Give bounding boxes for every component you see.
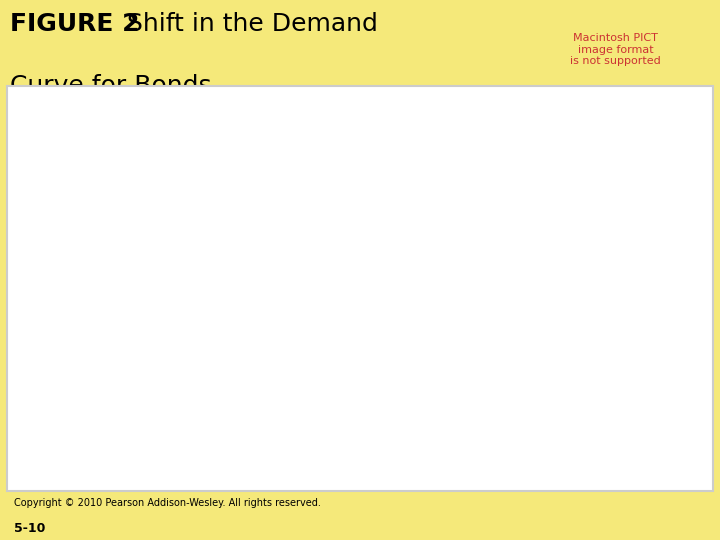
Text: B: B — [208, 263, 217, 277]
Text: Curve for Bonds: Curve for Bonds — [10, 73, 212, 98]
Text: D: D — [341, 371, 352, 385]
Text: B’: B’ — [379, 258, 393, 272]
Text: Macintosh PICT
image format
is not supported: Macintosh PICT image format is not suppo… — [570, 33, 661, 66]
Text: $B_1^d$: $B_1^d$ — [424, 447, 443, 468]
Text: $B_2^d$: $B_2^d$ — [559, 447, 577, 468]
Text: Copyright © 2010 Pearson Addison-Wesley. All rights reserved.: Copyright © 2010 Pearson Addison-Wesley.… — [14, 498, 321, 508]
Text: E: E — [411, 425, 420, 439]
Text: Shift in the Demand: Shift in the Demand — [127, 12, 378, 36]
Text: D’: D’ — [514, 366, 529, 380]
Text: A’: A’ — [312, 204, 325, 218]
Text: FIGURE 2: FIGURE 2 — [10, 12, 140, 36]
Text: C’: C’ — [447, 312, 461, 326]
Text: Z: Z — [114, 447, 122, 457]
X-axis label: Quantity of Bonds, B: Quantity of Bonds, B — [328, 472, 471, 486]
Text: C: C — [275, 317, 285, 331]
Text: Price of Bonds, P: Price of Bonds, P — [60, 112, 164, 125]
Text: 5-10: 5-10 — [14, 522, 46, 535]
Text: A: A — [140, 209, 150, 223]
Text: E’: E’ — [582, 420, 595, 434]
